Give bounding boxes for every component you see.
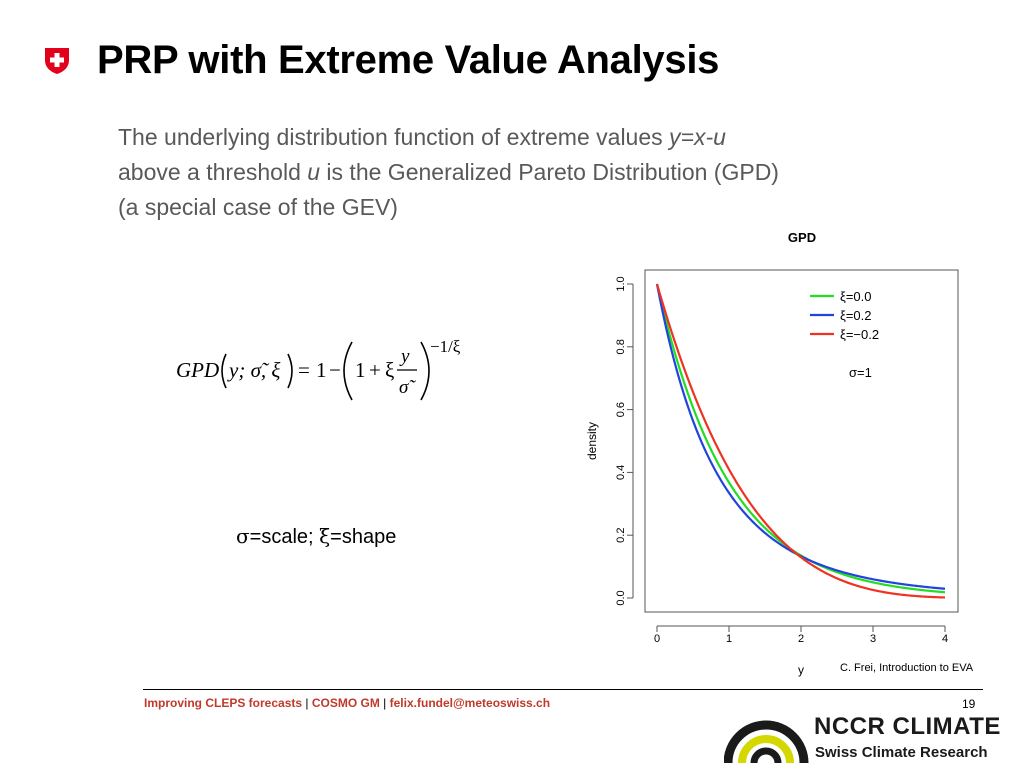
intro-line2b: is the Generalized Pareto Distribution (… [320, 159, 779, 185]
footer-project: Improving CLEPS forecasts [144, 696, 303, 710]
chart-credit: C. Frei, Introduction to EVA [840, 662, 974, 674]
logo-subtitle: Swiss Climate Research [815, 744, 988, 761]
footer-separator: | [379, 696, 390, 710]
footer-divider [143, 689, 983, 690]
sigma-text: =scale; [249, 526, 320, 548]
xi-symbol: ξ [319, 524, 331, 548]
intro-var-y: y=x-u [669, 124, 726, 150]
series-line-3 [655, 283, 946, 599]
intro-line3: (a special case of the GEV) [118, 194, 398, 220]
chart-title: GPD [788, 230, 816, 245]
formula-lhs-name: GPD [176, 358, 219, 382]
slide-title: PRP with Extreme Value Analysis [97, 38, 720, 82]
intro-line2a: above a threshold [118, 159, 308, 185]
footer-group: COSMO GM [311, 696, 380, 710]
legend-label: ξ=0.2 [840, 308, 871, 323]
formula-one: 1 [316, 358, 327, 382]
formula-plus: + [369, 358, 381, 382]
y-axis-label: density [585, 422, 599, 460]
x-tick-label: 2 [798, 633, 804, 645]
x-tick-label: 4 [942, 633, 948, 645]
formula-numerator: y [399, 346, 410, 367]
x-axis-label: y [798, 663, 804, 677]
nccr-climate-logo [724, 720, 809, 764]
legend-label: ξ=−0.2 [840, 327, 879, 342]
page-number: 19 [962, 697, 976, 711]
intro-var-u: u [307, 159, 321, 185]
y-tick-label: 0.8 [615, 339, 627, 354]
gpd-chart: GPD 0 1 2 3 4 0.0 0.2 0.4 0.6 0.8 1.0 ξ=0.0 ξ=0.2 ξ=… [585, 230, 959, 677]
x-tick-label: 0 [654, 633, 660, 645]
formula-denominator: σ̃ [399, 377, 416, 398]
parameter-legend: σ=scale; ξ=shape [236, 524, 396, 549]
xi-text: =shape [330, 526, 397, 548]
footer-email: felix.fundel@meteoswiss.ch [389, 696, 551, 710]
formula-lhs-args: y; σ̃, ξ [227, 358, 280, 382]
y-tick-label: 0.4 [615, 465, 627, 480]
intro-text: The underlying distribution function of … [118, 120, 948, 225]
formula-xi: ξ [385, 358, 394, 382]
swiss-flag-icon [45, 48, 69, 74]
x-tick-label: 3 [870, 633, 876, 645]
x-tick-label: 1 [726, 633, 732, 645]
formula-minus: − [329, 358, 341, 382]
legend-label: ξ=0.0 [840, 289, 871, 304]
sigma-symbol: σ [236, 524, 250, 548]
logo-name: NCCR CLIMATE [814, 713, 1001, 740]
plot-frame [644, 269, 959, 613]
y-tick-label: 0.0 [615, 590, 627, 605]
formula-equals: = [298, 358, 310, 382]
y-tick-label: 0.2 [615, 528, 627, 543]
chart-annotation: σ=1 [849, 365, 872, 380]
series-line-2 [655, 283, 946, 590]
formula-inner-one: 1 [355, 358, 366, 382]
formula-exponent: −1/ξ [430, 337, 461, 356]
intro-line1: The underlying distribution function of … [118, 124, 670, 150]
footer-text: Improving CLEPS forecasts | COSMO GM | f… [144, 696, 550, 710]
y-tick-label: 1.0 [615, 276, 627, 291]
footer-separator: | [302, 696, 312, 710]
gpd-formula: GPD y; σ̃, ξ = 1 − 1 + ξ y σ̃ −1/ξ [176, 337, 461, 401]
y-tick-label: 0.6 [615, 402, 627, 417]
